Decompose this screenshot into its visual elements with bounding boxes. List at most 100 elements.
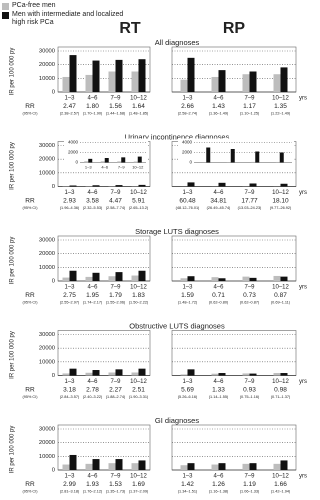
bar	[92, 185, 100, 187]
rr-ci: (1.36–1.49)	[209, 112, 229, 116]
bar	[92, 60, 100, 92]
rr-value: 0.71	[212, 292, 225, 299]
bar	[85, 463, 93, 470]
rr-ci: (13.03–24.23)	[238, 206, 262, 210]
plot-frame	[171, 235, 297, 282]
bar	[92, 370, 100, 376]
bar	[273, 74, 281, 92]
rr-value: 1.80	[86, 103, 99, 110]
rr-value: 3.18	[63, 387, 76, 394]
rr-value: 1.66	[274, 481, 287, 488]
x-tick-label: 1–3	[64, 285, 75, 291]
x-tick-label: 7–9	[110, 474, 121, 480]
inset-bar	[255, 151, 260, 163]
x-tick-label: 7–9	[110, 96, 121, 102]
rr-ci: (2.55–2.97)	[60, 301, 80, 305]
rr-ci: (2.81–3.18)	[60, 490, 80, 494]
bar	[280, 67, 288, 92]
inset-background	[178, 138, 294, 173]
bar	[69, 55, 77, 92]
rr-ci: (2.84–3.57)	[60, 395, 80, 399]
y-tick-label: 0	[52, 184, 55, 190]
bar	[242, 463, 250, 470]
y-tick-label: 20000	[39, 62, 55, 68]
rr-value: 1.64	[132, 103, 145, 110]
rr-label: RR	[25, 387, 35, 394]
bar	[280, 183, 288, 187]
bar	[180, 79, 188, 92]
x-unit: yrs	[299, 190, 307, 196]
bar	[108, 276, 116, 281]
bar	[69, 270, 77, 281]
inset-y-tick-label: 2000	[68, 150, 79, 155]
ci-label: (95% CI)	[23, 490, 39, 494]
bar	[85, 372, 93, 376]
bar	[218, 182, 226, 187]
rr-ci: (2.40–3.22)	[83, 395, 103, 399]
y-tick-label: 30000	[39, 427, 55, 433]
y-axis-label: IR per 100 000 py	[10, 142, 16, 190]
rr-value: 1.93	[86, 481, 99, 488]
inset-y-tick-label: 4000	[182, 140, 193, 145]
x-unit: yrs	[299, 379, 307, 385]
x-tick-label: 4–6	[213, 379, 224, 385]
rr-value: 0.93	[243, 387, 256, 394]
rr-ci: (1.37–2.09)	[129, 490, 149, 494]
rr-ci: (1.90–3.31)	[129, 395, 149, 399]
inset-bar	[275, 161, 280, 163]
bar	[131, 463, 139, 470]
bar	[249, 183, 257, 187]
bar	[187, 57, 195, 92]
y-tick-label: 30000	[39, 332, 55, 338]
rr-ci: (2.65–13.2)	[129, 206, 149, 210]
legend-swatch	[2, 11, 9, 19]
rr-value: 5.91	[132, 198, 145, 205]
rr-ci: (2.32–5.53)	[83, 206, 103, 210]
bar	[138, 184, 146, 187]
rr-ci: (1.50–2.22)	[129, 301, 149, 305]
bar	[138, 368, 146, 376]
inset-bar	[230, 149, 235, 163]
inset-bar	[104, 158, 109, 163]
ci-label: (95% CI)	[23, 395, 39, 399]
bar	[180, 278, 188, 281]
bar	[115, 59, 123, 92]
inset-y-tick-label: 0	[75, 160, 78, 165]
bar	[280, 373, 288, 376]
bar	[138, 460, 146, 470]
rr-ci: (2.58–2.74)	[178, 112, 198, 116]
y-axis-label: IR per 100 000 py	[10, 331, 16, 379]
x-tick-label: 1–3	[182, 96, 193, 102]
group-header: RP	[223, 20, 246, 37]
rr-ci: (1.48–1.72)	[178, 301, 198, 305]
inset-bar	[137, 156, 142, 163]
inset-x-tick-label: 7–9	[118, 165, 125, 170]
rr-value: 1.35	[274, 103, 287, 110]
rr-label: RR	[25, 103, 35, 110]
rr-value: 0.87	[274, 292, 287, 299]
rr-value: 5.69	[181, 387, 194, 394]
x-tick-label: 4–6	[213, 96, 224, 102]
legend-item: PCa-free men	[2, 2, 130, 10]
inset-bar	[84, 161, 89, 163]
bar	[187, 182, 195, 187]
rr-ci: (1.76–2.12)	[83, 490, 103, 494]
rr-value: 0.98	[274, 387, 287, 394]
rr-value: 2.78	[86, 387, 99, 394]
rr-ci: (1.42–1.94)	[271, 490, 291, 494]
bar	[180, 374, 188, 376]
rr-ci: (2.58–7.74)	[106, 206, 126, 210]
rr-ci: (0.62–0.87)	[240, 301, 260, 305]
x-unit: yrs	[299, 285, 307, 291]
bar	[211, 464, 219, 470]
x-tick-label: 4–6	[87, 96, 98, 102]
y-axis-label: IR per 100 000 py	[10, 237, 16, 285]
x-tick-label: 10–12	[272, 285, 289, 291]
rr-value: 1.43	[212, 103, 225, 110]
rr-ci: (1.96–4.36)	[60, 206, 80, 210]
bar	[180, 465, 188, 470]
panel-title: Obstructive LUTS diagnoses	[129, 321, 225, 330]
rr-value: 0.73	[243, 292, 256, 299]
rr-ci: (0.69–1.11)	[271, 301, 291, 305]
y-tick-label: 0	[52, 373, 55, 379]
